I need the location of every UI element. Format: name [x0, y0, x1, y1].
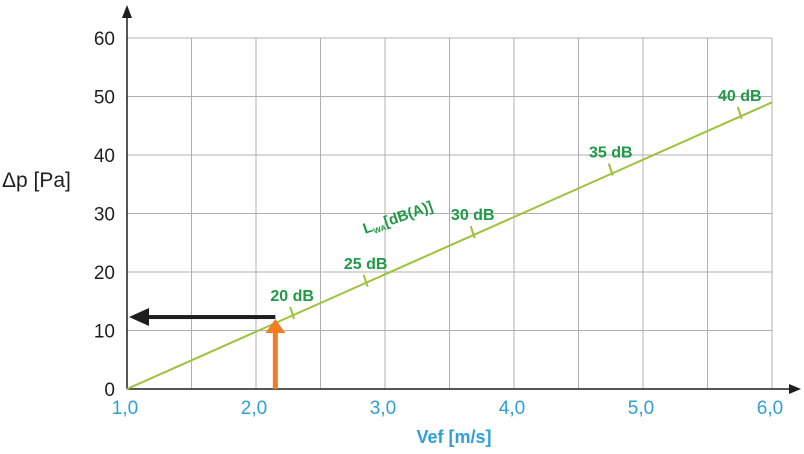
x-tick-labels: 1,0 2,0 3,0 4,0 5,0 6,0 — [112, 398, 783, 419]
lwa-rest: [dB(A)] — [382, 198, 436, 231]
db-tick-mark — [607, 163, 614, 176]
orange-arrow-shaft — [272, 331, 278, 389]
y-tick-label: 30 — [94, 205, 115, 226]
orange-arrow-head — [265, 319, 286, 334]
db-label: 35 dB — [589, 145, 633, 162]
y-tick-label: 60 — [94, 29, 115, 50]
y-tick-label: 50 — [94, 88, 115, 109]
axes — [122, 5, 801, 394]
db-label: 25 dB — [344, 256, 388, 273]
db-tick-mark — [736, 106, 743, 120]
x-axis-arrowhead — [789, 384, 801, 394]
x-tick-label: 5,0 — [628, 398, 654, 419]
series-layer — [126, 101, 773, 390]
x-tick-label: 2,0 — [241, 398, 267, 419]
gridlines — [127, 37, 773, 389]
y-tick-label: 40 — [94, 146, 115, 167]
lwa-line-label: LWA[dB(A)] — [361, 198, 436, 239]
reading-arrows — [129, 308, 286, 389]
y-tick-label: 10 — [94, 322, 115, 343]
y-axis-label: Δp [Pa] — [2, 169, 71, 192]
series-line — [126, 101, 773, 390]
db-marks: 20 dB 25 dB 30 dB 35 dB 40 dB — [270, 88, 762, 320]
db-label: 20 dB — [270, 288, 314, 305]
x-tick-label: 6,0 — [757, 398, 783, 419]
y-tick-labels: 0 10 20 30 40 50 60 — [94, 29, 115, 401]
db-label: 30 dB — [451, 207, 495, 224]
db-label: 40 dB — [718, 88, 762, 105]
db-tick-mark — [469, 225, 476, 239]
black-arrow-head — [129, 308, 149, 327]
db-tick-mark — [362, 274, 369, 288]
x-tick-label: 4,0 — [499, 398, 525, 419]
black-arrow-shaft — [147, 315, 276, 320]
y-tick-label: 20 — [94, 263, 115, 284]
x-tick-label: 3,0 — [370, 398, 396, 419]
y-axis-arrowhead — [122, 5, 132, 18]
x-tick-label: 1,0 — [112, 398, 138, 419]
y-tick-label: 0 — [104, 380, 115, 401]
lwa-sub: WA — [372, 223, 387, 236]
x-axis-label: Vef [m/s] — [416, 427, 491, 447]
db-tick-mark — [289, 306, 296, 320]
